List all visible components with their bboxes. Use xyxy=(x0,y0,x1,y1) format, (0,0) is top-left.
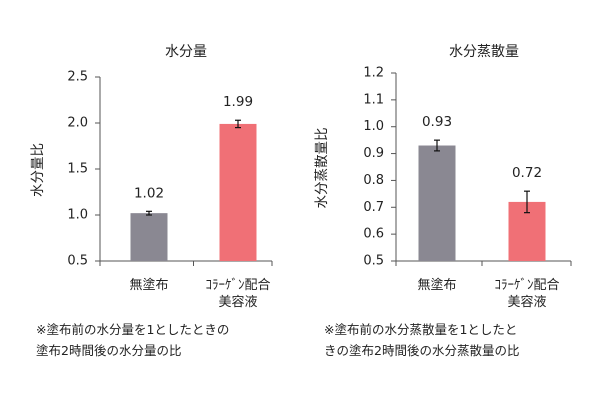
footnote-left: ※塗布前の水分量を1としたときの 塗布2時間後の水分量の比 xyxy=(36,319,229,361)
chart1-category-label-2: 美容液 xyxy=(218,294,257,310)
chart2-category-label-1: 無塗布 xyxy=(417,277,456,293)
chart2-category-label-2: 美容液 xyxy=(507,294,546,310)
chart1-value-label-2: 1.99 xyxy=(223,94,253,110)
chart1-title: 水分量 xyxy=(165,44,207,60)
chart2-y-tick-label: 1.1 xyxy=(363,92,384,107)
chart2-value-label-2: 0.72 xyxy=(512,165,542,181)
chart2-bar-1 xyxy=(418,145,456,261)
chart1-y-tick-label: 1.0 xyxy=(67,208,88,223)
footnote-right-line-1: ※塗布前の水分蒸散量を1としたと xyxy=(324,322,518,337)
chart2-y-tick-label: 0.6 xyxy=(363,227,384,242)
chart1-category-label-2: ｺﾗｰｹﾞﾝ配合 xyxy=(205,278,270,293)
chart1-category-label-1: 無塗布 xyxy=(129,277,168,293)
chart1-y-axis-label: 水分量比 xyxy=(30,143,46,197)
chart2-y-tick-label: 0.7 xyxy=(363,200,384,215)
chart1-value-label-1: 1.02 xyxy=(134,185,164,201)
chart2-category-label-2: ｺﾗｰｹﾞﾝ配合 xyxy=(494,278,559,293)
chart2-y-tick-label: 1.0 xyxy=(363,119,384,134)
chart2-title: 水分蒸散量 xyxy=(449,44,519,60)
chart2-value-label-1: 0.93 xyxy=(422,114,452,130)
chart2-y-tick-label: 0.8 xyxy=(363,173,384,188)
chart1-y-tick-label: 0.5 xyxy=(67,254,88,269)
chart1-y-tick-label: 1.5 xyxy=(67,162,88,177)
footnote-right: ※塗布前の水分蒸散量を1としたと きの塗布2時間後の水分蒸散量の比 xyxy=(324,319,519,361)
chart2-y-tick-label: 0.5 xyxy=(363,254,384,269)
chart2-y-tick-label: 0.9 xyxy=(363,146,384,161)
chart2-y-axis-label: 水分蒸散量比 xyxy=(314,128,330,209)
footnote-left-line-1: ※塗布前の水分量を1としたときの xyxy=(36,322,230,337)
chart1-y-tick-label: 2.0 xyxy=(67,116,88,131)
footnote-right-line-2: きの塗布2時間後の水分蒸散量の比 xyxy=(324,343,520,358)
footnote-left-line-2: 塗布2時間後の水分量の比 xyxy=(36,343,182,358)
chart1-bar-2 xyxy=(219,123,257,261)
chart1-y-tick-label: 2.5 xyxy=(67,70,88,85)
chart2-y-tick-label: 1.2 xyxy=(363,66,384,81)
chart1-bar-1 xyxy=(130,213,168,261)
